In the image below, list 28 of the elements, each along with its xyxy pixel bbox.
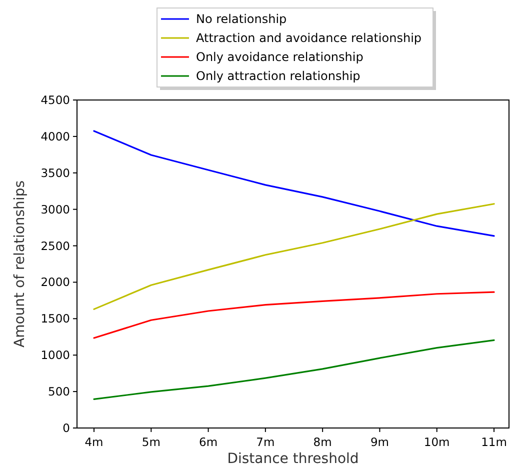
- x-tick-label: 7m: [256, 435, 275, 449]
- line-series: [93, 203, 495, 310]
- y-tick-label: 4500: [40, 93, 70, 108]
- x-tick-label: 9m: [370, 435, 389, 449]
- legend-label: Only avoidance relationship: [196, 50, 364, 64]
- legend-label: Only attraction relationship: [196, 69, 360, 84]
- y-tick-label: 2000: [40, 275, 70, 290]
- line-series: [93, 291, 495, 339]
- y-tick-label: 2500: [40, 238, 70, 253]
- y-tick-label: 1000: [40, 348, 70, 362]
- y-tick-label: 500: [48, 384, 70, 399]
- x-tick-label: 5m: [142, 435, 160, 449]
- x-axis-title: Distance threshold: [227, 451, 359, 467]
- y-tick-label: 3000: [40, 202, 70, 216]
- y-tick-label: 3500: [40, 166, 70, 180]
- x-tick-label: 10m: [424, 435, 450, 449]
- x-tick-label: 8m: [313, 435, 332, 449]
- legend-label: No relationship: [196, 12, 287, 26]
- x-tick-label: 6m: [199, 435, 218, 449]
- y-axis-title: Amount of relationships: [12, 180, 28, 348]
- legend-label: Attraction and avoidance relationship: [196, 31, 422, 46]
- line-series: [93, 339, 495, 400]
- x-tick-label: 4m: [84, 435, 104, 449]
- y-tick-label: 4000: [40, 129, 70, 144]
- line-series: [93, 130, 495, 237]
- y-tick-label: 1500: [40, 312, 70, 326]
- x-tick-label: 11m: [481, 435, 507, 449]
- y-tick-label: 0: [62, 421, 70, 436]
